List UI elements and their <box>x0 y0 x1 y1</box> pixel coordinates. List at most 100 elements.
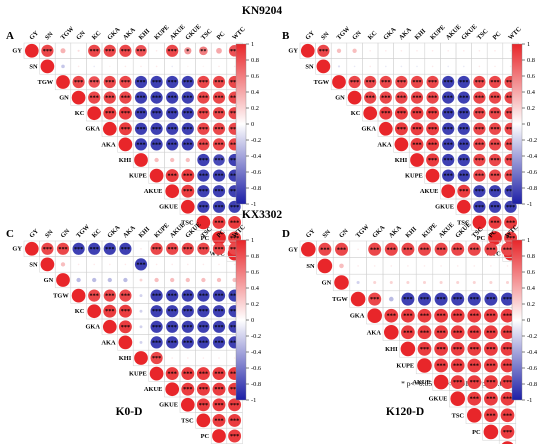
correlation-circle <box>442 138 455 151</box>
col-label-tsc: TSC <box>200 27 214 41</box>
significance-mark: *** <box>168 141 177 148</box>
significance-mark: *** <box>183 293 192 300</box>
diagonal-circle <box>56 273 70 287</box>
col-label-pc: PC <box>215 30 226 41</box>
correlation-circle <box>410 75 424 89</box>
significance-mark: *** <box>214 157 223 164</box>
correlation-circle <box>150 289 163 302</box>
diagonal-circle <box>40 59 55 74</box>
diagonal-circle <box>180 199 195 214</box>
correlation-circle <box>171 65 173 68</box>
correlation-circle <box>88 289 101 302</box>
significance-mark: *** <box>214 219 223 226</box>
significance-mark: *** <box>490 126 499 133</box>
correlation-circle <box>417 342 432 356</box>
colorbar-tick-label: 0.2 <box>527 301 535 308</box>
significance-mark: *** <box>136 79 145 86</box>
col-label-aka: AKA <box>122 224 137 239</box>
significance-mark: *** <box>230 157 239 164</box>
colorbar-tick-label: -0.2 <box>527 137 537 144</box>
correlation-circle <box>118 304 132 318</box>
colorbar-tick-label: 0.4 <box>527 89 536 96</box>
significance-mark: *** <box>168 95 177 102</box>
diagonal-circle <box>410 153 424 167</box>
diagonal-circle <box>501 441 514 444</box>
significance-mark: *** <box>453 246 462 253</box>
correlation-circle <box>348 75 361 89</box>
correlation-circle <box>379 75 392 89</box>
correlation-circle <box>134 138 148 151</box>
col-label-pc: PC <box>491 30 502 41</box>
diagonal-circle <box>71 90 86 105</box>
colorbar-tick-label: -0.6 <box>527 169 537 176</box>
row-label-tgw: TGW <box>332 296 348 303</box>
significance-mark: *** <box>168 79 177 86</box>
correlation-circle <box>93 65 95 68</box>
row-label-gn: GN <box>44 277 54 284</box>
correlation-circle <box>218 263 220 266</box>
correlation-circle <box>431 50 434 52</box>
correlation-circle <box>447 65 450 68</box>
correlation-circle <box>473 91 486 104</box>
correlation-circle <box>434 342 448 356</box>
correlation-circle <box>197 336 210 349</box>
correlation-circle <box>166 305 179 318</box>
significance-mark: *** <box>214 204 223 211</box>
significance-mark: *** <box>105 48 114 55</box>
correlation-circle <box>218 357 220 359</box>
correlation-circle <box>155 50 158 52</box>
correlation-circle <box>457 122 470 135</box>
correlation-circle <box>134 122 148 135</box>
significance-mark: *** <box>490 157 499 164</box>
correlation-circle <box>373 265 376 267</box>
diagonal-circle <box>441 184 456 199</box>
correlation-circle <box>490 265 492 267</box>
significance-mark: *** <box>168 371 177 378</box>
significance-mark: *** <box>470 396 479 403</box>
diagonal-circle <box>40 257 55 272</box>
correlation-circle <box>41 242 54 255</box>
colorbar-tick-label: 1 <box>251 237 254 244</box>
correlation-circle <box>103 44 116 57</box>
correlation-circle <box>166 107 179 120</box>
significance-mark: *** <box>183 95 192 102</box>
correlation-circle <box>406 280 410 285</box>
colorbar-tick-label: 0.4 <box>251 285 260 292</box>
significance-mark: *** <box>319 48 328 55</box>
correlation-circle <box>389 296 394 302</box>
significance-mark: *** <box>506 141 515 148</box>
row-label-kupe: KUPE <box>405 172 423 179</box>
diagonal-circle <box>417 358 432 373</box>
significance-mark: *** <box>214 79 223 86</box>
significance-mark: *** <box>58 246 67 253</box>
col-label-aka: AKA <box>398 26 413 41</box>
correlation-circle <box>119 44 132 57</box>
significance-mark: *** <box>90 79 99 86</box>
significance-mark: *** <box>436 246 445 253</box>
col-label-khi: KHI <box>137 27 151 41</box>
correlation-circle <box>212 413 226 427</box>
correlation-circle <box>500 408 515 423</box>
significance-mark: *** <box>459 157 468 164</box>
correlation-circle <box>88 44 101 57</box>
correlation-circle <box>457 91 470 104</box>
significance-mark: *** <box>230 95 239 102</box>
correlation-circle <box>93 263 95 266</box>
correlation-circle <box>442 169 455 182</box>
col-label-gka: GKA <box>106 26 122 42</box>
correlation-circle <box>181 305 194 318</box>
significance-mark: *** <box>230 235 239 242</box>
correlation-circle <box>336 48 342 53</box>
diagonal-circle <box>165 382 180 397</box>
correlation-circle <box>216 277 222 283</box>
row-label-akue: AKUE <box>412 379 430 386</box>
grid-cell <box>498 439 517 444</box>
correlation-circle <box>463 50 465 52</box>
significance-mark: *** <box>199 308 208 315</box>
significance-mark: *** <box>490 173 499 180</box>
row-label-sn: SN <box>29 261 38 268</box>
significance-mark: *** <box>105 293 114 300</box>
correlation-circle <box>233 65 236 68</box>
row-label-aka: AKA <box>101 339 116 346</box>
